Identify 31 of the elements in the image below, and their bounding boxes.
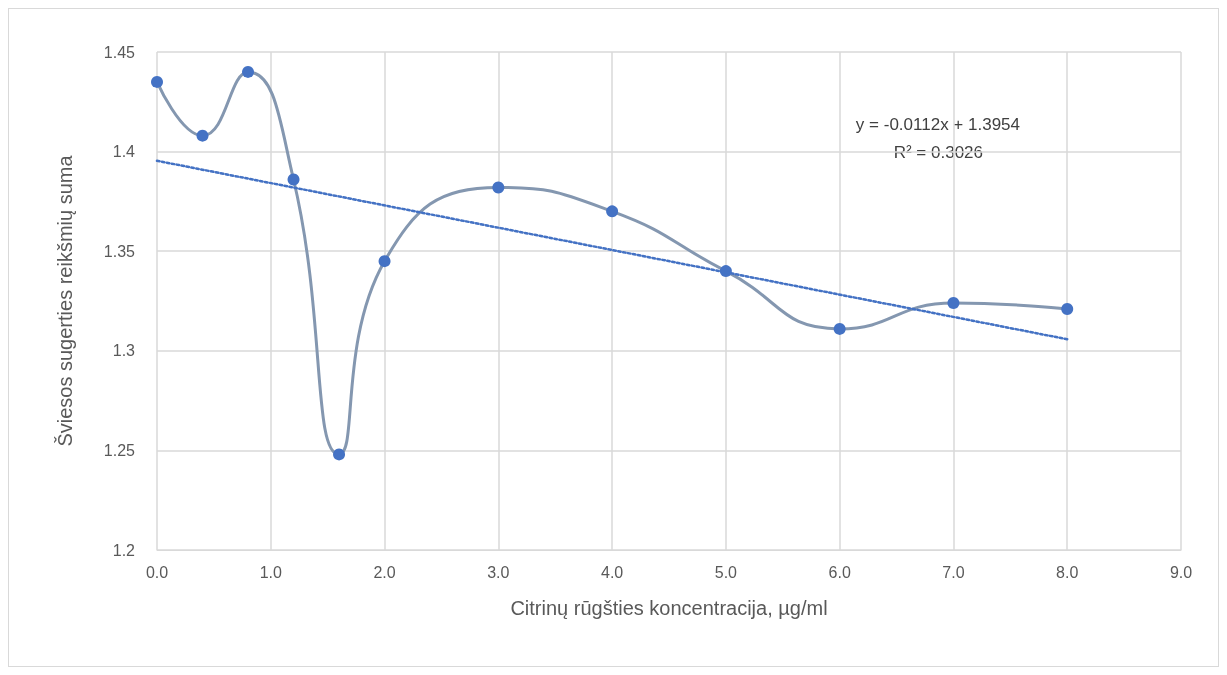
x-tick-label: 8.0	[1056, 563, 1079, 581]
point	[1061, 302, 1074, 315]
x-axis-title: Citrinų rūgšties koncentracija, µg/ml	[510, 597, 828, 619]
point	[333, 448, 346, 461]
x-tick-label: 6.0	[828, 563, 851, 581]
point	[378, 255, 391, 268]
point	[287, 173, 300, 186]
y-axis-title: Šviesos sugerties reikšmių suma	[54, 154, 76, 447]
y-tick-label: 1.45	[103, 43, 136, 61]
point	[947, 296, 960, 309]
y-tick-label: 1.25	[103, 441, 136, 459]
annotation: y = -0.0112x + 1.3954	[855, 115, 1020, 134]
point	[196, 129, 209, 142]
x-tick-label: 3.0	[487, 563, 510, 581]
y-tick-label: 1.35	[103, 242, 136, 260]
point	[492, 181, 505, 194]
point	[833, 322, 846, 335]
point	[151, 75, 163, 88]
x-tick-label: 1.0	[259, 563, 282, 581]
annotation: R² = 0.3026	[893, 143, 983, 162]
x-tick-label: 9.0	[1169, 563, 1193, 581]
point	[242, 65, 255, 78]
x-tick-label: 4.0	[600, 563, 624, 581]
y-tick-label: 1.3	[112, 342, 136, 360]
point	[606, 205, 619, 218]
y-tick-label: 1.2	[112, 541, 136, 559]
x-tick-label: 0.0	[145, 563, 169, 581]
x-tick-label: 2.0	[373, 563, 396, 581]
y-tick-label: 1.4	[112, 143, 136, 161]
x-tick-label: 7.0	[942, 563, 965, 581]
x-tick-label: 5.0	[714, 563, 738, 581]
